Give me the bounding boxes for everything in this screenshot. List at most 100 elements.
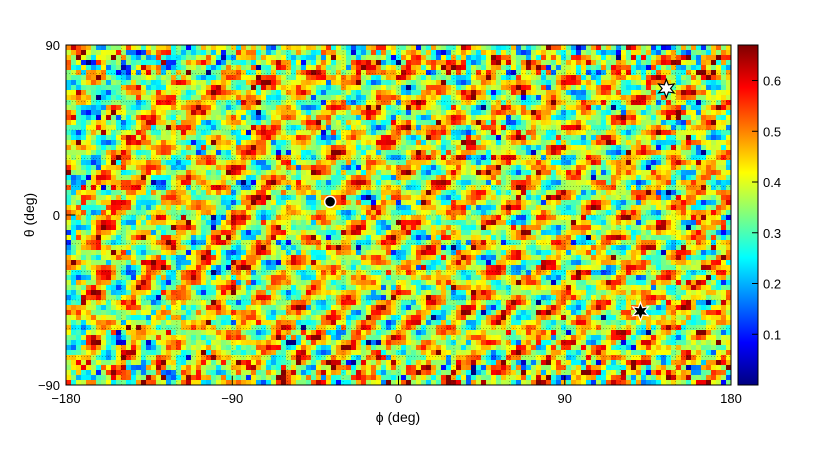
heatmap-cell	[721, 80, 727, 86]
heatmap-cell	[501, 120, 507, 126]
heatmap-cell	[501, 180, 507, 186]
heatmap-cell	[616, 190, 622, 196]
heatmap-cell	[626, 190, 632, 196]
heatmap-cell	[166, 100, 172, 106]
heatmap-cell	[656, 200, 662, 206]
heatmap-cell	[131, 90, 137, 96]
heatmap-cell	[66, 95, 72, 101]
heatmap-cell	[226, 160, 232, 166]
heatmap-cell	[186, 140, 192, 146]
heatmap-cell	[376, 150, 382, 156]
heatmap-cell	[541, 180, 547, 186]
heatmap-cell	[546, 90, 552, 96]
heatmap-cell	[591, 105, 597, 111]
heatmap-cell	[306, 60, 312, 66]
heatmap-cell	[716, 220, 722, 226]
heatmap-cell	[646, 55, 652, 61]
heatmap-cell	[521, 85, 527, 91]
heatmap-cell	[381, 200, 387, 206]
heatmap-cell	[386, 145, 392, 151]
heatmap-cell	[531, 130, 537, 136]
heatmap-cell	[416, 115, 422, 121]
heatmap-cell	[401, 140, 407, 146]
heatmap-cell	[661, 215, 667, 221]
heatmap-cell	[416, 80, 422, 86]
heatmap-cell	[686, 145, 692, 151]
heatmap-cell	[216, 150, 222, 156]
heatmap-cell	[101, 205, 107, 211]
heatmap-cell	[321, 200, 327, 206]
heatmap-cell	[436, 220, 442, 226]
heatmap-cell	[271, 130, 277, 136]
heatmap-cell	[681, 125, 687, 131]
heatmap-cell	[71, 80, 77, 86]
heatmap-cell	[626, 220, 632, 226]
heatmap-cell	[586, 225, 592, 231]
heatmap-cell	[716, 120, 722, 126]
heatmap-cell	[586, 140, 592, 146]
heatmap-cell	[351, 210, 357, 216]
heatmap-cell	[401, 155, 407, 161]
heatmap-cell	[566, 190, 572, 196]
heatmap-cell	[386, 90, 392, 96]
heatmap-cell	[346, 220, 352, 226]
heatmap-cell	[701, 140, 707, 146]
heatmap-cell	[101, 170, 107, 176]
heatmap-cell	[186, 75, 192, 81]
heatmap-cell	[166, 185, 172, 191]
heatmap-cell	[581, 185, 587, 191]
heatmap-cell	[296, 55, 302, 61]
heatmap-cell	[646, 120, 652, 126]
heatmap-cell	[121, 50, 127, 56]
heatmap-cell	[706, 155, 712, 161]
heatmap-cell	[371, 170, 377, 176]
heatmap-cell	[226, 110, 232, 116]
heatmap-cell	[416, 65, 422, 71]
heatmap-cell	[501, 110, 507, 116]
heatmap-cell	[81, 145, 87, 151]
heatmap-cell	[611, 115, 617, 121]
heatmap-cell	[136, 145, 142, 151]
heatmap-cell	[336, 230, 342, 236]
heatmap-cell	[71, 185, 77, 191]
heatmap-cell	[196, 65, 202, 71]
heatmap-cell	[136, 75, 142, 81]
heatmap-cell	[601, 190, 607, 196]
heatmap-cell	[636, 190, 642, 196]
heatmap-cell	[606, 60, 612, 66]
heatmap-cell	[671, 190, 677, 196]
heatmap-cell	[341, 130, 347, 136]
heatmap-cell	[551, 60, 557, 66]
heatmap-cell	[656, 45, 662, 51]
heatmap-cell	[206, 60, 212, 66]
heatmap-cell	[591, 170, 597, 176]
heatmap-cell	[226, 230, 232, 236]
heatmap-cell	[596, 100, 602, 106]
heatmap-cell	[226, 140, 232, 146]
heatmap-cell	[441, 80, 447, 86]
heatmap-cell	[321, 190, 327, 196]
heatmap-cell	[581, 220, 587, 226]
heatmap-cell	[381, 150, 387, 156]
heatmap-cell	[311, 160, 317, 166]
heatmap-cell	[706, 160, 712, 166]
heatmap-cell	[626, 225, 632, 231]
heatmap-cell	[456, 125, 462, 131]
heatmap-cell	[216, 100, 222, 106]
heatmap-cell	[306, 230, 312, 236]
heatmap-cell	[486, 125, 492, 131]
heatmap-cell	[176, 150, 182, 156]
heatmap-cell	[516, 155, 522, 161]
heatmap-cell	[126, 75, 132, 81]
heatmap-cell	[656, 80, 662, 86]
heatmap-cell	[371, 200, 377, 206]
heatmap-cell	[96, 65, 102, 71]
heatmap-cell	[186, 145, 192, 151]
heatmap-cell	[326, 95, 332, 101]
heatmap-cell	[681, 145, 687, 151]
heatmap-cell	[286, 55, 292, 61]
heatmap-cell	[221, 180, 227, 186]
heatmap-cell	[321, 125, 327, 131]
heatmap-cell	[401, 130, 407, 136]
heatmap-cell	[371, 70, 377, 76]
